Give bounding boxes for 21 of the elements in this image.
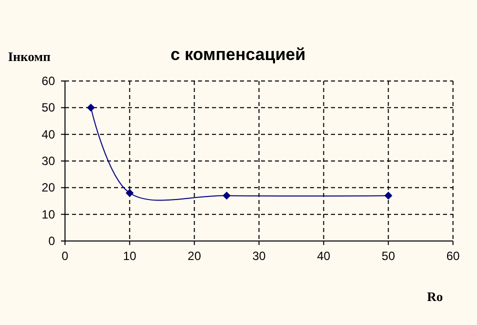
x-tick-label: 20 bbox=[188, 249, 202, 263]
y-tick-label: 60 bbox=[42, 74, 56, 88]
y-tick-label: 20 bbox=[42, 180, 56, 195]
y-tick-label: 50 bbox=[42, 100, 56, 115]
chart-title: с компенсацией bbox=[170, 45, 306, 64]
y-tick-label: 30 bbox=[42, 154, 56, 168]
y-tick-label: 10 bbox=[42, 207, 56, 222]
point bbox=[126, 189, 134, 197]
x-tick-label: 60 bbox=[446, 249, 460, 263]
x-axis-title: Ro bbox=[427, 289, 443, 304]
y-tick-label: 40 bbox=[42, 127, 56, 142]
x-tick-label: 0 bbox=[62, 249, 69, 263]
x-tick-label: 40 bbox=[316, 249, 331, 263]
point bbox=[384, 192, 392, 200]
x-tick-label: 50 bbox=[382, 249, 396, 263]
x-tick-label: 30 bbox=[252, 249, 266, 263]
y-axis-title: Iнкомп bbox=[8, 49, 51, 64]
y-tick-label: 0 bbox=[48, 234, 56, 248]
point bbox=[86, 104, 95, 112]
point bbox=[222, 192, 231, 200]
x-tick-label: 10 bbox=[122, 249, 137, 263]
